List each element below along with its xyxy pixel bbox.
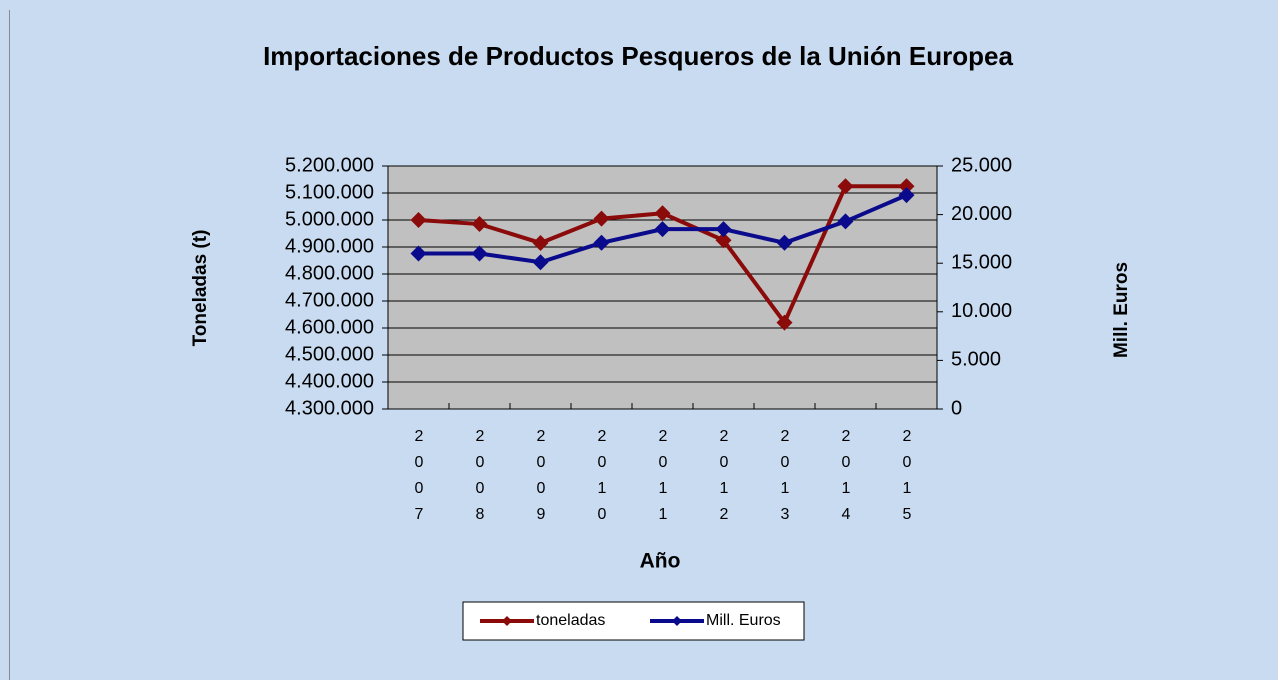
x-tick-label: 2009	[532, 428, 550, 532]
x-tick-label: 2007	[410, 428, 428, 532]
y2-axis-title: Mill. Euros	[1111, 262, 1132, 358]
marker	[654, 221, 671, 238]
marker	[837, 178, 854, 195]
legend-marker	[672, 616, 682, 626]
y2-tick-label: 10.000	[951, 300, 1012, 322]
marker	[837, 213, 854, 230]
marker	[715, 232, 732, 249]
y-tick-label: 4.900.000	[285, 235, 374, 257]
marker	[776, 314, 793, 331]
y-tick-label: 4.600.000	[285, 316, 374, 338]
y-tick-label: 5.200.000	[285, 154, 374, 176]
y-tick-label: 4.700.000	[285, 289, 374, 311]
y-tick-label: 4.500.000	[285, 343, 374, 365]
x-tick-label: 2014	[837, 428, 855, 532]
x-tick-label: 2012	[715, 428, 733, 532]
x-tick-label: 2011	[654, 428, 672, 532]
legend-marker	[502, 616, 512, 626]
marker	[715, 221, 732, 238]
y2-tick-label: 25.000	[951, 154, 1012, 176]
y2-tick-label: 0	[951, 397, 962, 419]
legend-label: toneladas	[536, 612, 605, 629]
x-tick-label: 2015	[898, 428, 916, 532]
legend-label: Mill. Euros	[706, 612, 781, 629]
x-axis-title: Año	[640, 550, 681, 573]
marker	[532, 254, 549, 271]
marker	[898, 178, 915, 195]
marker	[532, 234, 549, 251]
marker	[471, 245, 488, 262]
x-tick-label: 2008	[471, 428, 489, 532]
marker	[593, 210, 610, 227]
marker	[410, 245, 427, 262]
marker	[410, 212, 427, 228]
legend	[462, 601, 805, 641]
y2-tick-label: 5.000	[951, 349, 1001, 371]
marker	[471, 216, 488, 233]
x-tick-label: 2013	[776, 428, 794, 532]
y-tick-label: 4.300.000	[285, 397, 374, 419]
marker	[654, 205, 671, 222]
y-axis-title: Toneladas (t)	[190, 230, 211, 347]
y-tick-label: 4.400.000	[285, 370, 374, 392]
x-tick-label: 2010	[593, 428, 611, 532]
marker	[593, 234, 610, 251]
y-tick-label: 5.100.000	[285, 181, 374, 203]
plot-area	[388, 166, 937, 409]
y2-tick-label: 15.000	[951, 251, 1012, 273]
y-tick-label: 4.800.000	[285, 262, 374, 284]
y-tick-label: 5.000.000	[285, 208, 374, 230]
chart-title: Importaciones de Productos Pesqueros de …	[263, 41, 1013, 71]
marker	[776, 234, 793, 251]
marker	[898, 187, 915, 204]
y2-tick-label: 20.000	[951, 203, 1012, 225]
